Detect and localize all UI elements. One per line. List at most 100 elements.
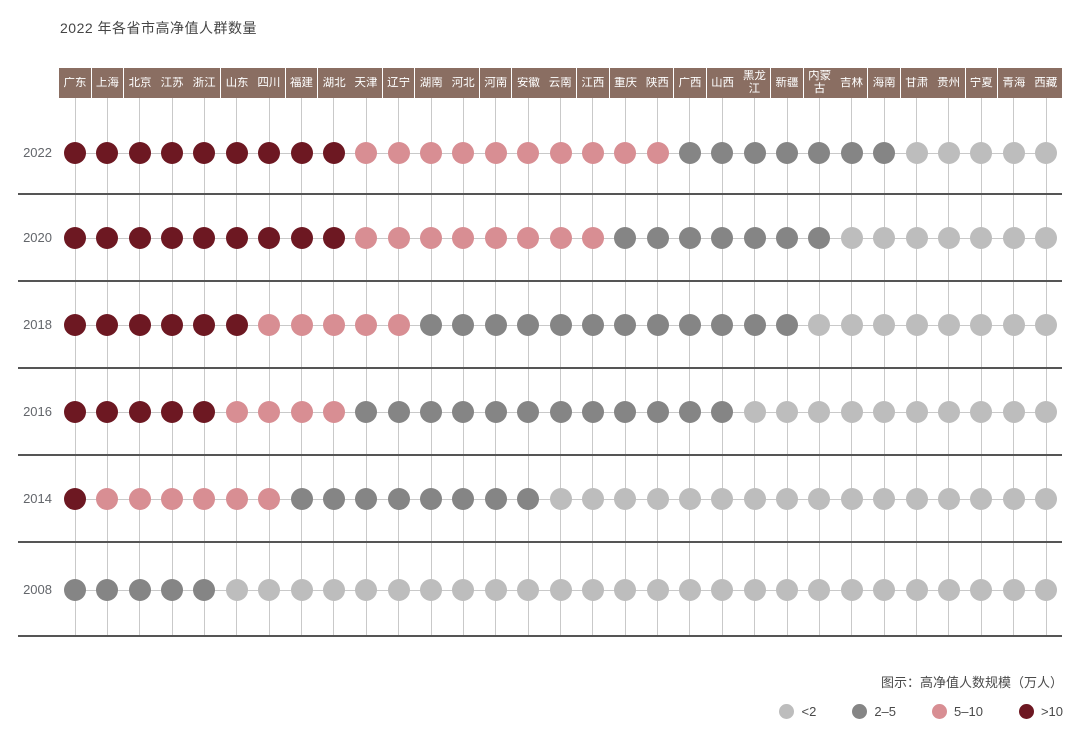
dot-2016-云南 (549, 401, 572, 423)
column-header-group: 青海 西藏 (997, 68, 1062, 98)
dot-2018-新疆 (776, 314, 799, 336)
dot-2016-山西 (711, 401, 734, 423)
column-header-四川: 四川 (257, 76, 281, 89)
legend-label-lt2: <2 (801, 704, 817, 719)
grid-vline (495, 98, 497, 635)
dot-2018-江西 (581, 314, 604, 336)
dot-2008-陕西 (646, 579, 669, 601)
row-separator-line (18, 541, 1062, 543)
dot-2014-湖北 (322, 488, 345, 510)
legend-label-gt10: >10 (1040, 704, 1063, 719)
dot-2022-辽宁 (387, 142, 410, 164)
grid-vline (333, 98, 335, 635)
dot-2016-福建 (290, 401, 313, 423)
dot-2022-广东 (64, 142, 86, 164)
dot-2016-重庆 (614, 401, 637, 423)
row-label-2018: 2018 (23, 317, 52, 332)
dot-2018-湖南 (420, 314, 443, 336)
dot-2020-山西 (711, 227, 734, 249)
dot-2008-贵州 (937, 579, 960, 601)
grid-vline (74, 98, 76, 635)
dot-2020-河北 (452, 227, 475, 249)
column-header-贵州: 贵州 (937, 76, 961, 89)
dot-2016-江苏 (161, 401, 184, 423)
column-header-group: 广东 (59, 68, 91, 98)
dot-2022-重庆 (614, 142, 637, 164)
grid-vline (948, 98, 950, 635)
dot-2014-山东 (225, 488, 248, 510)
dot-2008-江西 (581, 579, 604, 601)
dot-2020-西藏 (1035, 227, 1057, 249)
dot-2020-湖北 (322, 227, 345, 249)
dot-2008-甘肃 (905, 579, 928, 601)
dot-2022-河北 (452, 142, 475, 164)
dot-2018-北京 (128, 314, 151, 336)
grid-vline (430, 98, 432, 635)
dot-2022-贵州 (937, 142, 960, 164)
dot-2014-浙江 (193, 488, 216, 510)
grid-vline (462, 98, 464, 635)
dot-2016-天津 (355, 401, 378, 423)
dot-2022-河南 (484, 142, 507, 164)
dot-2020-福建 (290, 227, 313, 249)
dot-2008-广东 (64, 579, 86, 601)
dot-2018-青海 (1002, 314, 1025, 336)
legend-item-lt2: <2 (779, 704, 816, 719)
grid-vline (236, 98, 238, 635)
dot-2008-天津 (355, 579, 378, 601)
column-header-广东: 广东 (63, 76, 87, 89)
grid-vline (365, 98, 367, 635)
dot-2008-湖北 (322, 579, 345, 601)
column-header-group: 福建 (285, 68, 318, 98)
dot-2018-广东 (64, 314, 86, 336)
dot-2014-四川 (258, 488, 281, 510)
column-header-湖北: 湖北 (322, 76, 346, 89)
column-header-group: 上海 (91, 68, 124, 98)
dot-2016-浙江 (193, 401, 216, 423)
dot-2018-山西 (711, 314, 734, 336)
dot-2018-甘肃 (905, 314, 928, 336)
dot-2022-山西 (711, 142, 734, 164)
column-header-西藏: 西藏 (1034, 76, 1058, 89)
dot-2008-江苏 (161, 579, 184, 601)
dot-2008-重庆 (614, 579, 637, 601)
column-header-group: 安徽 云南 (512, 68, 577, 98)
legend-item-5to10: 5–10 (932, 704, 983, 719)
column-header-内蒙古: 内蒙古 (808, 70, 832, 95)
dot-2008-山西 (711, 579, 734, 601)
dot-2018-宁夏 (970, 314, 993, 336)
dot-2016-内蒙古 (808, 401, 831, 423)
dot-2014-天津 (355, 488, 378, 510)
dot-2008-宁夏 (970, 579, 993, 601)
dot-2008-浙江 (193, 579, 216, 601)
dot-2018-广西 (678, 314, 701, 336)
dot-2014-吉林 (840, 488, 863, 510)
column-header-河南: 河南 (484, 76, 508, 89)
row-separator-line (18, 635, 1062, 637)
dot-2008-北京 (128, 579, 151, 601)
dot-2008-湖南 (420, 579, 443, 601)
dot-2020-海南 (873, 227, 896, 249)
dot-2008-西藏 (1035, 579, 1057, 601)
dot-2014-北京 (128, 488, 151, 510)
column-header-福建: 福建 (290, 76, 314, 89)
dot-2022-海南 (873, 142, 896, 164)
dot-2008-吉林 (840, 579, 863, 601)
column-header-group: 海南 (868, 68, 900, 98)
column-header-北京: 北京 (128, 76, 152, 89)
row-separator-line (18, 367, 1062, 369)
column-header-浙江: 浙江 (192, 76, 216, 89)
dot-2020-云南 (549, 227, 572, 249)
column-header-group: 山东 四川 (221, 68, 285, 98)
legend-swatch-2to5 (852, 704, 868, 719)
dot-2016-河南 (484, 401, 507, 423)
dot-2014-新疆 (776, 488, 799, 510)
legend-label-5to10: 5–10 (954, 704, 983, 719)
dot-2016-海南 (873, 401, 896, 423)
legend-swatch-lt2 (779, 704, 795, 719)
grid-vline (883, 98, 885, 635)
dot-2018-河南 (484, 314, 507, 336)
column-header-group: 辽宁 (382, 68, 415, 98)
grid-vline (398, 98, 400, 635)
dot-2022-内蒙古 (808, 142, 831, 164)
